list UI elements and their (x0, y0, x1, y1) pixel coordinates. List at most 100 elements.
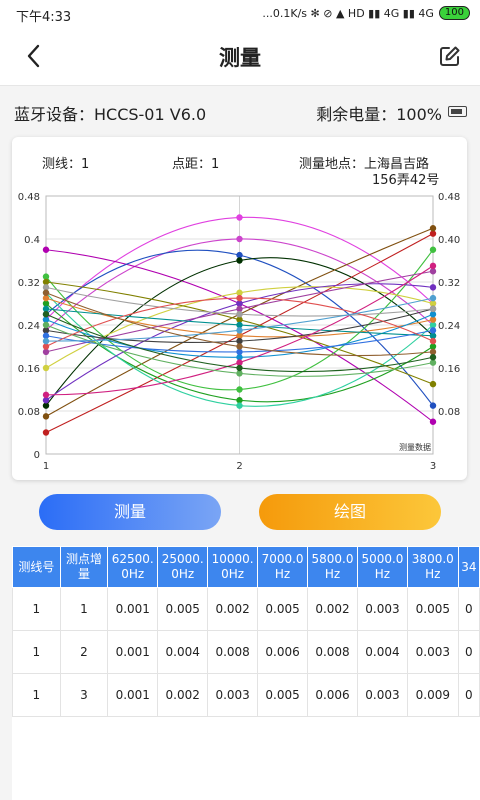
data-point (236, 316, 243, 323)
data-point (236, 321, 243, 329)
data-point (42, 364, 50, 372)
status-bar: 下午4:33 ...0.1K/s ✻ ⊘ ▲ HD ▮▮ 4G ▮▮ 4G 10… (0, 0, 480, 28)
remaining-battery-label: 剩余电量：100% (316, 105, 442, 124)
table-cell: 0 (457, 673, 480, 717)
battery-icon: 100 (438, 6, 470, 20)
data-point (429, 343, 437, 350)
table-cell: 0.008 (207, 630, 259, 674)
data-point (42, 246, 50, 253)
table-cell: 0.003 (406, 630, 459, 674)
data-point (429, 332, 437, 339)
table-row[interactable]: 1 1 0.001 0.005 0.002 0.005 0.002 0.003 0.005 0 (12, 587, 480, 631)
survey-line-label: 测线：1 (42, 157, 90, 172)
y-tick-label-right: 0.48 (438, 192, 460, 203)
data-point (236, 370, 243, 377)
status-time: 下午4:33 (16, 10, 72, 25)
table-cell: 0.003 (207, 673, 259, 717)
table-cell: 0.003 (356, 673, 408, 717)
table-row[interactable]: 1 2 0.001 0.004 0.008 0.006 0.008 0.004 0.003 0 (12, 630, 480, 674)
table-cell: 0.005 (406, 587, 459, 631)
data-point (42, 289, 50, 296)
bluetooth-device-label: 蓝牙设备：HCCS-01 V6.0 (14, 105, 207, 124)
data-table: 测线号 测点增量 62500.0Hz 25000.0Hz 10000.0Hz 7000.0… (12, 546, 480, 717)
data-point (42, 300, 50, 307)
table-header-cell: 3800.0Hz (406, 546, 459, 588)
nav-bar: 测量 (0, 28, 480, 86)
y-tick-label-right: 0.32 (438, 278, 460, 289)
table-cell: 0 (457, 587, 480, 631)
table-cell: 0.001 (107, 587, 159, 631)
table-cell: 0.005 (257, 587, 309, 631)
data-point (429, 359, 437, 366)
table-header-cell: 25000.0Hz (157, 546, 209, 588)
data-point (429, 402, 437, 409)
data-point (236, 359, 243, 366)
data-table-container[interactable]: 测线号 测点增量 62500.0Hz 25000.0Hz 10000.0Hz 7000.0… (12, 546, 480, 800)
data-point (236, 337, 243, 345)
data-point (429, 225, 437, 232)
data-point (429, 321, 437, 329)
table-cell: 0.004 (356, 630, 408, 674)
data-point (236, 257, 243, 264)
data-point (236, 300, 243, 307)
x-tick-label: 3 (430, 461, 436, 472)
data-point (42, 278, 50, 286)
chevron-left-icon (27, 44, 40, 68)
table-header-row: 测线号 测点增量 62500.0Hz 25000.0Hz 10000.0Hz 7000.0… (12, 546, 480, 588)
data-point (42, 429, 50, 436)
table-cell: 0.006 (257, 630, 309, 674)
data-point (429, 294, 437, 302)
data-point (236, 235, 243, 243)
measure-button[interactable]: 测量 (39, 494, 221, 530)
data-point (42, 294, 50, 302)
data-point (236, 402, 243, 409)
page-title: 测量 (219, 46, 261, 70)
data-point (429, 418, 437, 425)
y-tick-label-right: 0.40 (438, 235, 460, 246)
data-point (429, 327, 437, 334)
y-tick-label-right: 0.16 (438, 364, 460, 375)
table-cell: 0.002 (157, 673, 209, 717)
table-header-cell: 5000.0Hz (356, 546, 408, 588)
data-point (236, 343, 243, 350)
data-point (236, 214, 243, 221)
data-point (429, 311, 437, 318)
data-point (236, 327, 243, 334)
data-point (42, 343, 50, 350)
point-spacing-label: 点距：1 (172, 157, 220, 172)
data-point (236, 294, 243, 302)
back-button[interactable] (22, 42, 46, 70)
data-point (429, 337, 437, 345)
table-cell: 2 (59, 630, 109, 674)
data-point (236, 397, 243, 404)
table-row[interactable]: 1 3 0.001 0.002 0.003 0.005 0.006 0.003 0.009 0 (12, 673, 480, 717)
data-point (42, 332, 50, 339)
data-point (236, 354, 243, 361)
data-point (429, 246, 437, 253)
table-header-cell: 34 (457, 546, 480, 588)
table-cell: 0.003 (356, 587, 408, 631)
table-cell: 0.008 (307, 630, 358, 674)
x-tick-label: 2 (236, 461, 242, 472)
data-point (42, 305, 50, 313)
data-point (236, 251, 243, 259)
y-tick-label-left: 0.4 (24, 235, 40, 246)
table-header-cell: 10000.0Hz (207, 546, 259, 588)
edit-icon (440, 46, 460, 66)
device-bar: 蓝牙设备：HCCS-01 V6.0 剩余电量：100% (0, 92, 480, 128)
y-tick-label-left: 0.24 (18, 321, 40, 332)
data-point (429, 348, 437, 356)
data-point (42, 327, 50, 334)
table-cell: 0.004 (157, 630, 209, 674)
table-header-cell: 5800.0Hz (307, 546, 358, 588)
data-point (42, 402, 50, 409)
data-point (42, 321, 50, 329)
table-cell: 3 (59, 673, 109, 717)
data-point (236, 305, 243, 313)
data-point (236, 289, 243, 296)
table-header-cell: 62500.0Hz (107, 546, 159, 588)
edit-button[interactable] (438, 44, 462, 68)
table-cell: 1 (12, 587, 61, 631)
data-point (42, 391, 50, 399)
draw-button[interactable]: 绘图 (259, 494, 441, 530)
